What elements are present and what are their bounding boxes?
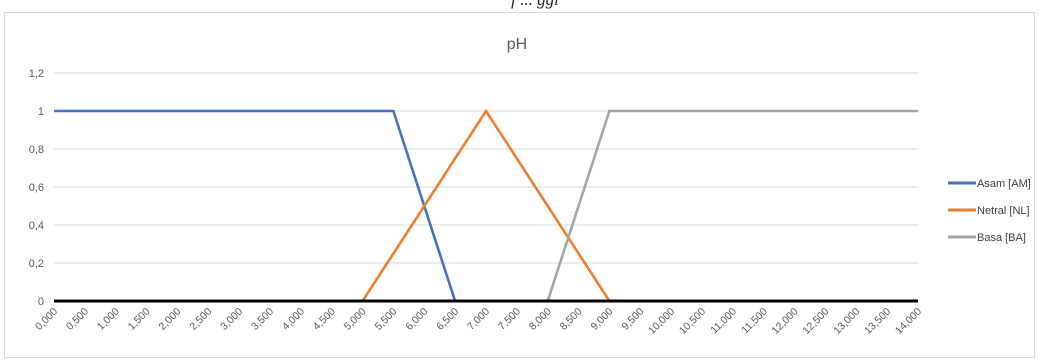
x-tick-label: 9,500 bbox=[619, 306, 646, 333]
x-tick-label: 1,000 bbox=[95, 306, 122, 333]
legend-label: Basa [BA] bbox=[977, 232, 1026, 244]
y-tick-label: 0 bbox=[38, 296, 44, 308]
x-tick-label: 3,000 bbox=[218, 306, 245, 333]
x-tick-label: 10,000 bbox=[646, 306, 677, 337]
x-tick-label: 8,500 bbox=[558, 306, 585, 333]
legend-label: Asam [AM] bbox=[977, 178, 1031, 190]
x-tick-label: 4,000 bbox=[280, 306, 307, 333]
page-caption-fragment: f ... ggi bbox=[335, 0, 735, 10]
x-tick-label: 11,500 bbox=[739, 306, 770, 337]
series-line-netral bbox=[54, 108, 918, 303]
legend: Asam [AM] Netral [NL] Basa [BA] bbox=[948, 178, 1031, 244]
y-tick-label: 0,8 bbox=[29, 144, 44, 156]
x-tick-label: 1,500 bbox=[126, 306, 153, 333]
legend-label: Netral [NL] bbox=[977, 205, 1030, 217]
y-tick-label: 0,2 bbox=[29, 258, 44, 270]
y-tick-label: 1,2 bbox=[29, 68, 44, 80]
x-tick-label: 4,500 bbox=[311, 306, 338, 333]
gridlines bbox=[54, 72, 918, 302]
y-tick-label: 1 bbox=[38, 106, 44, 118]
series-line-asam bbox=[54, 109, 918, 303]
chart-title: pH bbox=[507, 36, 527, 53]
x-tick-label: 6,000 bbox=[403, 306, 430, 333]
y-tick-label: 0,4 bbox=[29, 220, 44, 232]
x-tick-label: 12,500 bbox=[800, 306, 831, 337]
y-tick-label: 0,6 bbox=[29, 182, 44, 194]
x-tick-label: 8,000 bbox=[527, 306, 554, 333]
x-tick-label: 12,000 bbox=[769, 306, 800, 337]
x-tick-label: 13,000 bbox=[831, 306, 862, 337]
series-line-basa bbox=[54, 109, 918, 303]
x-tick-label: 7,500 bbox=[496, 306, 523, 333]
x-tick-label: 6,500 bbox=[434, 306, 461, 333]
x-tick-label: 2,500 bbox=[187, 306, 214, 333]
x-tick-label: 9,000 bbox=[588, 306, 615, 333]
x-tick-label: 5,000 bbox=[342, 306, 369, 333]
x-tick-label: 0,500 bbox=[64, 306, 91, 333]
y-tick-labels: 0 0,2 0,4 0,6 0,8 1 1,2 bbox=[29, 68, 44, 308]
x-tick-label: 0,000 bbox=[33, 306, 60, 333]
x-tick-label: 7,000 bbox=[465, 306, 492, 333]
x-tick-label: 10,500 bbox=[677, 306, 708, 337]
x-tick-labels: 0,000 0,500 1,000 1,500 2,000 2,500 3,000 3,500… bbox=[33, 306, 924, 337]
x-tick-label: 13,500 bbox=[862, 306, 893, 337]
chart-border bbox=[4, 12, 1035, 358]
x-tick-label: 3,500 bbox=[249, 306, 276, 333]
series-lines bbox=[54, 108, 918, 303]
x-tick-label: 5,500 bbox=[372, 306, 399, 333]
x-tick-label: 11,000 bbox=[708, 306, 739, 337]
x-tick-label: 14,000 bbox=[893, 306, 924, 337]
x-tick-label: 2,000 bbox=[156, 306, 183, 333]
